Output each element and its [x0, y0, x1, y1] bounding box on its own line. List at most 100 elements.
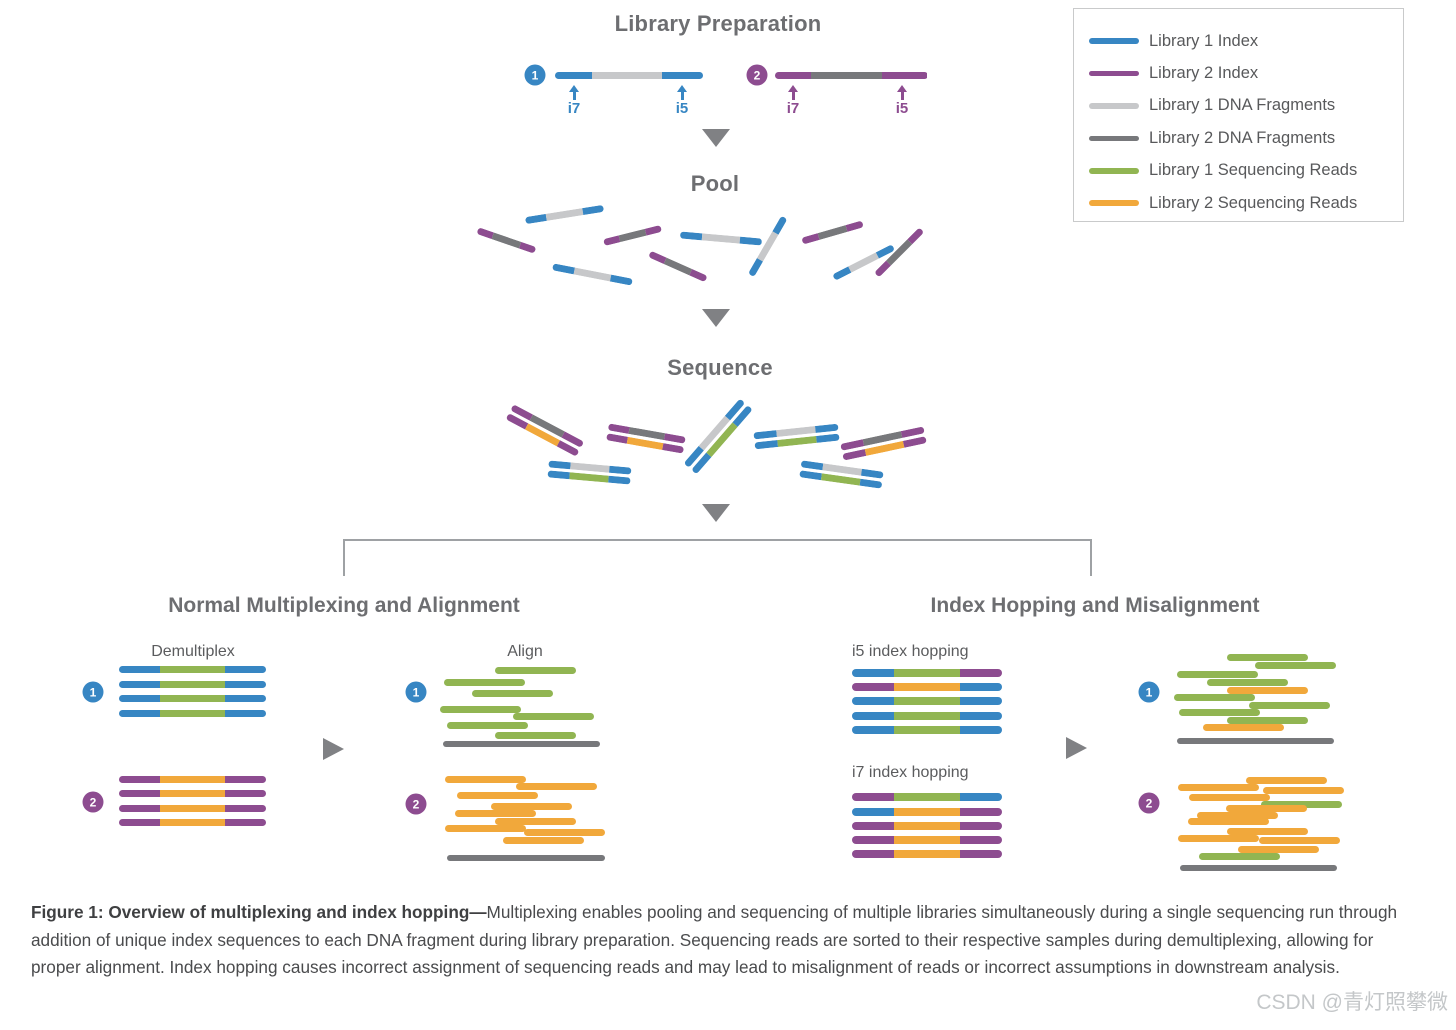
- reference-line: [443, 741, 600, 747]
- i5-hopped-read-bar: [852, 683, 1002, 691]
- bar-segment: [752, 429, 777, 439]
- aligned-read-bar: [455, 810, 536, 817]
- bar-segment: [747, 257, 763, 277]
- aligned-read-bar: [495, 732, 576, 739]
- bar-segment: [119, 695, 161, 702]
- demultiplexed-read-bar: [119, 681, 266, 688]
- flow-arrow-down-icon: [702, 129, 730, 147]
- misaligned-read-bar: [1227, 687, 1308, 694]
- bar-segment: [224, 776, 266, 783]
- pooled-fragment-bar: [524, 204, 604, 224]
- pooled-fragment-bar: [476, 226, 536, 253]
- bar-segment: [900, 425, 925, 437]
- i7-hopped-read-bar: [852, 850, 1002, 858]
- align-group-1-badge: 1: [405, 681, 427, 703]
- bar-segment: [606, 432, 629, 443]
- pooled-fragment-bar: [551, 263, 633, 285]
- bar-segment: [894, 822, 960, 830]
- flow-arrow-down-icon: [702, 309, 730, 327]
- bar-segment: [224, 695, 266, 702]
- bar-segment: [592, 71, 662, 79]
- i7-label: i7: [786, 100, 800, 117]
- bar-segment: [224, 790, 266, 797]
- bar-segment: [663, 432, 686, 443]
- bar-segment: [701, 233, 741, 243]
- i5-hopped-read-bar: [852, 697, 1002, 705]
- library-2-template-bar: [774, 71, 928, 79]
- misaligned-read-bar: [1227, 654, 1308, 661]
- aligned-read-bar: [445, 825, 526, 832]
- i5-pointer-arrow-icon: [897, 85, 907, 100]
- misaligned-read-bar: [1178, 835, 1259, 842]
- bar-segment: [224, 819, 266, 826]
- bar-segment: [555, 71, 592, 79]
- flow-arrow-down-icon: [702, 504, 730, 522]
- library-2-badge: 2: [746, 64, 768, 86]
- bar-segment: [573, 267, 611, 281]
- bar-segment: [119, 681, 161, 688]
- sequenced-fragment-pair: [606, 422, 686, 453]
- bar-segment: [852, 697, 894, 705]
- legend-swatch-line: [1089, 200, 1139, 206]
- legend-item-label: Library 1 Index: [1149, 31, 1259, 50]
- bar-segment: [160, 790, 225, 797]
- i7-hopped-read-bar: [852, 822, 1002, 830]
- misaligned-read-bar: [1227, 828, 1308, 835]
- bar-segment: [661, 71, 703, 79]
- bar-segment: [119, 776, 161, 783]
- bar-segment: [858, 478, 882, 488]
- legend-swatch-line: [1089, 168, 1139, 174]
- i7-pointer-arrow-icon: [788, 85, 798, 100]
- demultiplexed-read-bar: [119, 790, 266, 797]
- bar-segment: [551, 263, 575, 274]
- bar-segment: [756, 231, 778, 261]
- legend-item-label: Library 2 Sequencing Reads: [1149, 193, 1358, 212]
- legend-item: Library 2 Index: [1074, 57, 1403, 89]
- bar-segment: [569, 471, 608, 482]
- legend-item-label: Library 1 Sequencing Reads: [1149, 161, 1358, 180]
- bar-segment: [602, 235, 620, 246]
- i7-hopped-read-bar: [852, 836, 1002, 844]
- demultiplexed-read-bar: [119, 819, 266, 826]
- bar-segment: [518, 241, 536, 253]
- misaligned-read-bar: [1259, 837, 1340, 844]
- aligned-read-bar: [503, 837, 584, 844]
- bar-segment: [831, 266, 851, 281]
- bar-segment: [860, 468, 884, 478]
- bar-segment: [814, 423, 839, 432]
- aligned-read-bar: [516, 783, 597, 790]
- bar-segment: [960, 822, 1002, 830]
- bar-segment: [662, 442, 685, 453]
- figure-caption: Figure 1: Overview of multiplexing and i…: [31, 899, 1425, 982]
- bar-segment: [609, 274, 633, 285]
- sequenced-fragment-pair: [839, 425, 927, 460]
- bar-segment: [960, 683, 1002, 691]
- bar-segment: [894, 712, 960, 720]
- aligned-read-bar: [457, 792, 538, 799]
- bar-segment: [847, 252, 879, 272]
- misaligned-read-bar: [1238, 846, 1319, 853]
- misaligned-read-bar: [1227, 717, 1308, 724]
- demultiplexed-read-bar: [119, 710, 266, 717]
- bar-segment: [907, 227, 924, 244]
- bar-segment: [960, 712, 1002, 720]
- bar-segment: [852, 850, 894, 858]
- bar-segment: [491, 232, 521, 248]
- misaligned-read-bar: [1189, 794, 1270, 801]
- misaligned-read-bar: [1178, 784, 1259, 791]
- i7-hopped-read-bar: [852, 793, 1002, 801]
- bar-segment: [852, 669, 894, 677]
- demultiplex-label: Demultiplex: [151, 643, 235, 660]
- legend-items: Library 1 Index Library 2 Index Library 1 …: [1074, 25, 1403, 219]
- bar-segment: [960, 836, 1002, 844]
- bar-segment: [852, 726, 894, 734]
- bar-segment: [119, 710, 161, 717]
- misaligned-read-bar: [1249, 702, 1330, 709]
- step-arrow-right-icon: [323, 738, 344, 760]
- strand-bar: [691, 404, 753, 474]
- bar-segment: [852, 712, 894, 720]
- pooled-fragment-bar: [747, 215, 787, 277]
- misalign-group-1-badge: 1: [1138, 681, 1160, 703]
- demultiplexed-read-bar: [119, 776, 266, 783]
- bar-segment: [119, 819, 161, 826]
